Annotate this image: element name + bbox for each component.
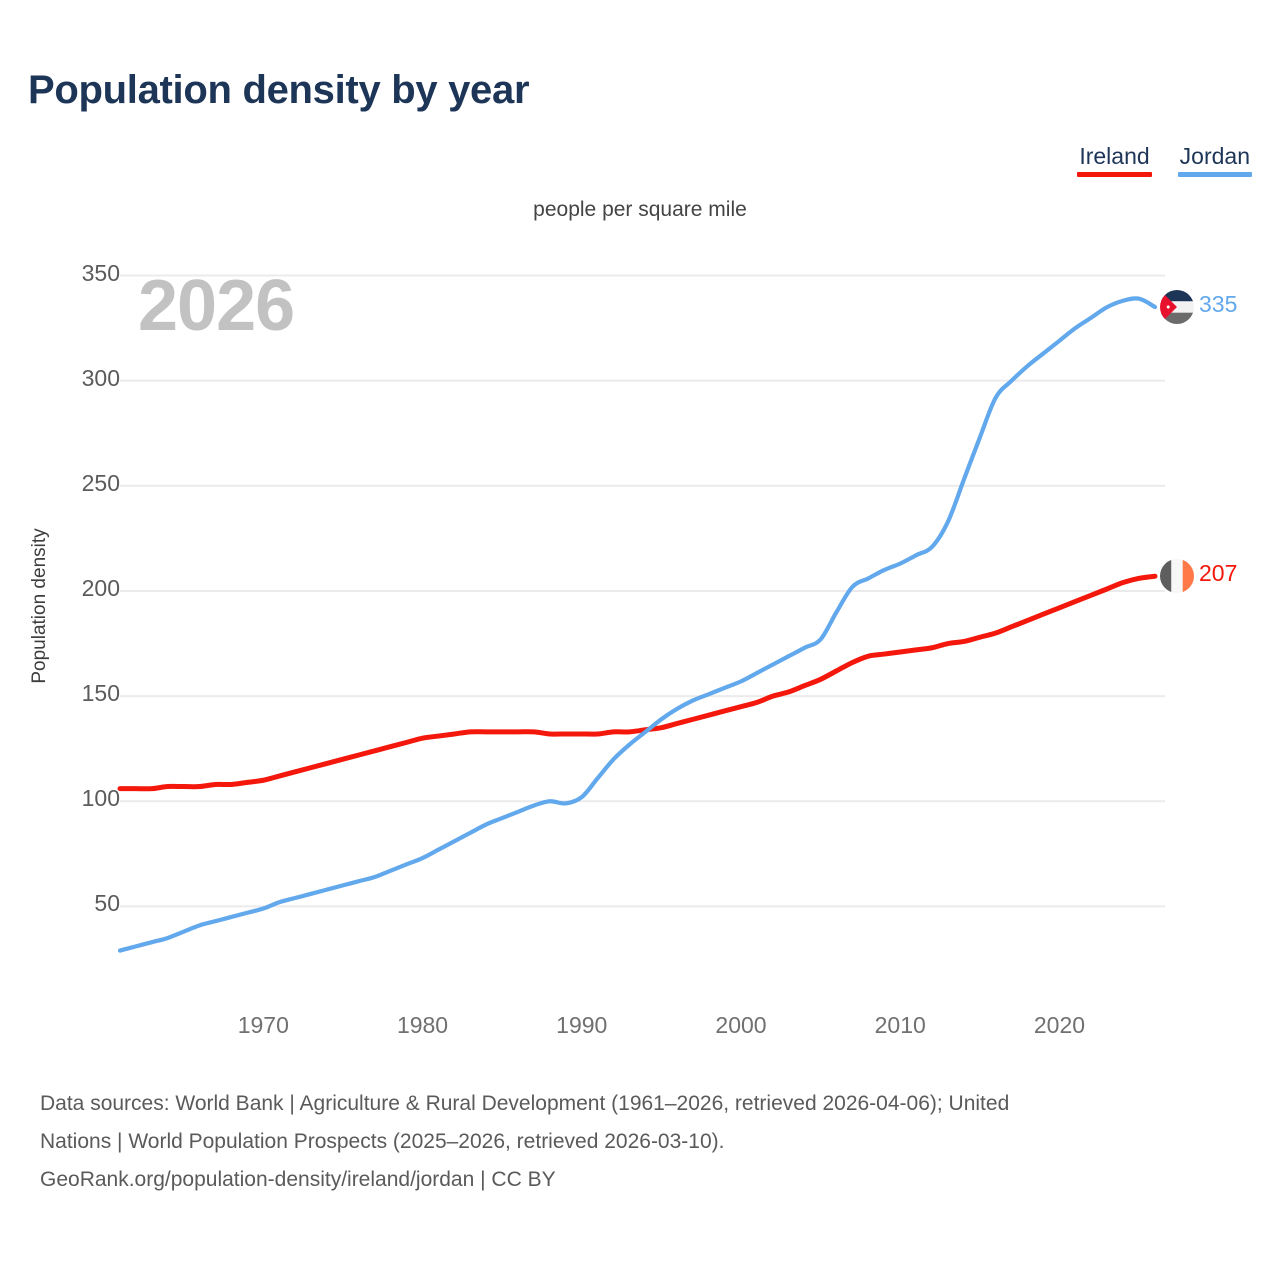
y-tick-label: 300 [81, 364, 120, 391]
series-line-jordan [117, 296, 1158, 953]
footer-line-3: GeoRank.org/population-density/ireland/j… [40, 1168, 556, 1191]
x-tick-label: 2010 [874, 1012, 926, 1038]
x-tick-label: 1980 [396, 1012, 449, 1038]
end-value-jordan: 335 [1199, 291, 1238, 318]
legend-color-swatch-ireland [1077, 172, 1152, 177]
series-line-ireland [117, 573, 1158, 792]
legend-item-ireland[interactable]: Ireland [1077, 143, 1152, 177]
year-watermark: 2026 [138, 266, 295, 346]
x-tick-label: 2020 [1033, 1012, 1086, 1038]
footer-sources: Data sources: World Bank | Agriculture &… [40, 1085, 1255, 1199]
legend-label-jordan: Jordan [1179, 143, 1250, 169]
jordan-flag-icon [1160, 290, 1194, 325]
y-tick-label: 350 [81, 259, 120, 286]
footer-line-1: Data sources: World Bank | Agriculture &… [40, 1092, 1010, 1115]
y-tick-label: 150 [81, 680, 120, 707]
chart-subtitle: people per square mile [533, 198, 747, 221]
x-tick-label: 1990 [556, 1012, 608, 1038]
legend-color-swatch-jordan [1177, 172, 1252, 177]
page-title: Population density by year [28, 68, 530, 112]
y-tick-label: 100 [81, 785, 120, 812]
end-value-ireland: 207 [1199, 560, 1238, 587]
x-tick-label: 1970 [237, 1012, 289, 1038]
chart-legend: Ireland Jordan [1077, 143, 1252, 177]
legend-label-ireland: Ireland [1079, 143, 1150, 169]
ireland-flag-icon [1160, 559, 1194, 594]
y-tick-label: 50 [94, 890, 120, 917]
x-tick-label: 2000 [715, 1012, 767, 1038]
y-tick-label: 200 [81, 574, 120, 601]
footer-line-2: Nations | World Population Prospects (20… [40, 1130, 725, 1153]
legend-item-jordan[interactable]: Jordan [1177, 143, 1252, 177]
y-tick-label: 250 [81, 469, 120, 496]
